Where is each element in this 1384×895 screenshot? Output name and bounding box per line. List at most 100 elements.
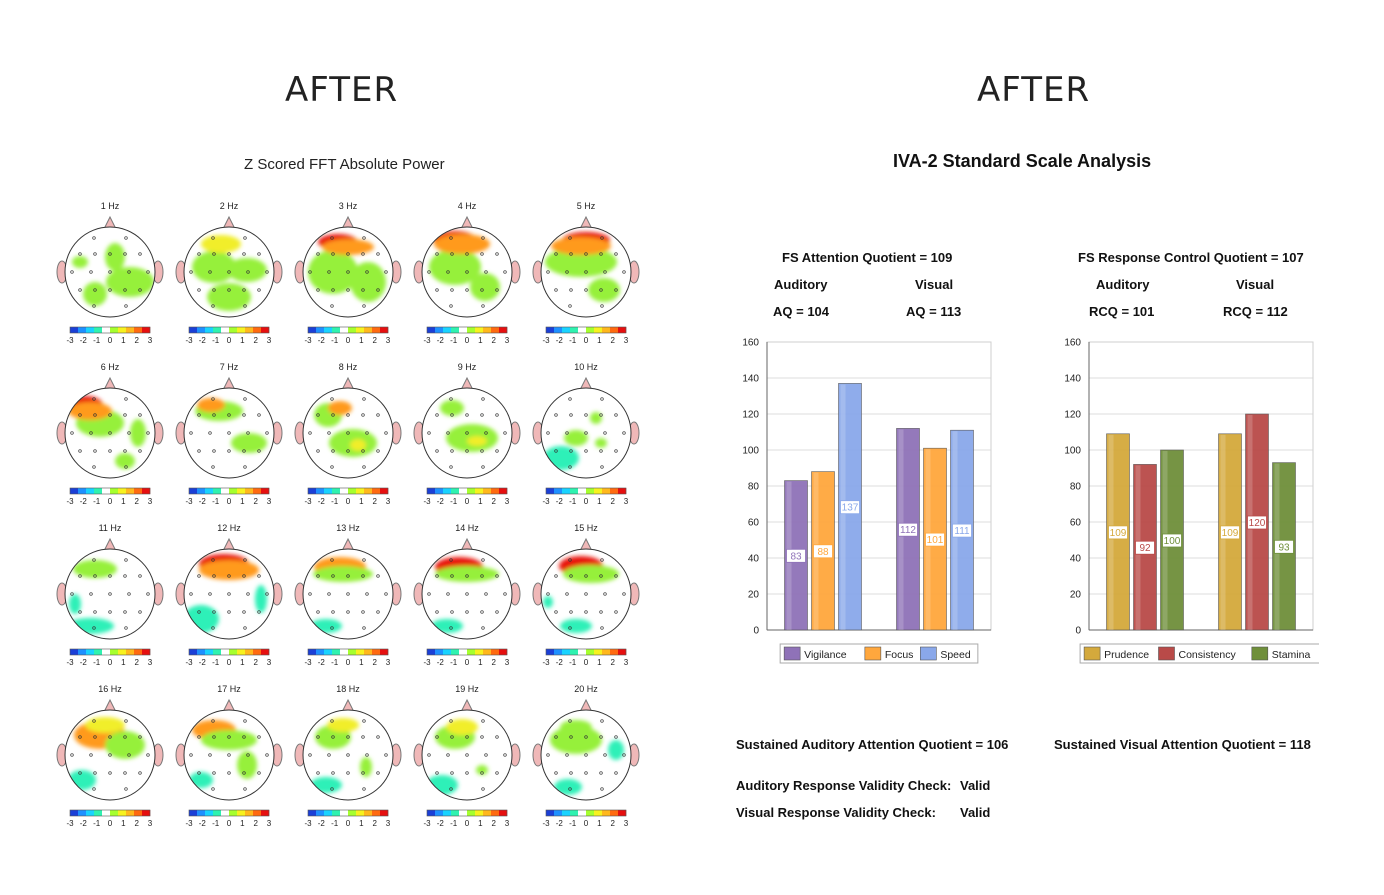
auditory-validity-label: Auditory Response Validity Check:	[736, 778, 952, 793]
scale-tick-label: 2	[610, 497, 615, 506]
legend-swatch	[1251, 646, 1269, 661]
data-label-box	[1135, 540, 1155, 555]
scale-swatch	[467, 649, 476, 655]
scale-swatch	[364, 327, 373, 333]
scale-swatch	[459, 327, 468, 333]
scale-tick-label: 0	[227, 819, 232, 828]
legend-label: Vigilance	[804, 649, 847, 661]
scale-tick-label: -1	[331, 658, 339, 667]
scale-swatch	[356, 649, 365, 655]
map-label: 10 Hz	[574, 362, 598, 372]
scale-tick-label: 1	[240, 497, 245, 506]
scale-tick-label: 1	[478, 497, 483, 506]
map-label: 9 Hz	[458, 362, 477, 372]
scale-tick-label: 3	[386, 336, 391, 345]
scale-tick-label: -3	[304, 658, 312, 667]
scale-swatch	[554, 810, 563, 816]
scale-swatch	[205, 327, 214, 333]
scale-swatch	[435, 488, 444, 494]
scale-swatch	[245, 649, 254, 655]
data-label-box	[840, 500, 860, 515]
scale-tick-label: 1	[359, 336, 364, 345]
y-tick-label: 0	[1075, 626, 1081, 637]
scale-swatch	[618, 649, 627, 655]
y-tick-label: 120	[742, 410, 759, 421]
attention-quotient: FS Attention Quotient = 109	[782, 250, 953, 265]
scale-tick-label: 2	[372, 336, 377, 345]
y-tick-label: 60	[1070, 518, 1082, 529]
scale-swatch	[610, 810, 619, 816]
scale-tick-label: 2	[253, 497, 258, 506]
scale-tick-label: 3	[267, 497, 272, 506]
scale-swatch	[237, 327, 246, 333]
scale-swatch	[356, 327, 365, 333]
y-tick-label: 160	[742, 338, 759, 349]
scale-swatch	[197, 327, 206, 333]
scale-tick-label: -1	[450, 819, 458, 828]
scale-swatch	[443, 810, 452, 816]
scale-tick-label: 2	[134, 819, 139, 828]
scale-swatch	[70, 488, 79, 494]
head-map	[175, 537, 283, 640]
scale-swatch	[618, 810, 627, 816]
scale-tick-label: 2	[491, 658, 496, 667]
data-label-box	[898, 522, 918, 537]
map-label: 20 Hz	[574, 684, 598, 694]
scale-swatch	[546, 327, 555, 333]
scale-tick-label: -1	[212, 497, 220, 506]
scale-swatch	[213, 327, 222, 333]
scale-tick-label: 2	[610, 819, 615, 828]
scale-tick-label: 0	[346, 336, 351, 345]
scale-tick-label: -1	[93, 336, 101, 345]
scale-swatch	[578, 488, 587, 494]
scale-tick-label: 2	[491, 336, 496, 345]
scale-swatch	[586, 810, 595, 816]
scale-swatch	[86, 488, 95, 494]
scale-swatch	[499, 327, 508, 333]
y-tick-label: 140	[742, 374, 759, 385]
scale-tick-label: 2	[610, 336, 615, 345]
head-map	[175, 376, 283, 479]
scale-swatch	[118, 327, 127, 333]
scale-tick-label: 1	[478, 819, 483, 828]
scale-swatch	[332, 810, 341, 816]
scale-swatch	[491, 810, 500, 816]
data-label: 100	[1164, 536, 1181, 547]
data-label: 83	[790, 551, 802, 562]
scale-tick-label: -1	[450, 658, 458, 667]
scale-swatch	[562, 488, 571, 494]
scale-swatch	[189, 488, 198, 494]
scale-tick-label: 0	[108, 658, 113, 667]
scale-swatch	[110, 810, 119, 816]
scale-tick-label: 0	[227, 497, 232, 506]
scale-swatch	[189, 649, 198, 655]
scale-swatch	[197, 810, 206, 816]
scale-tick-label: -1	[331, 819, 339, 828]
fft-head-maps: 1 Hz-3 -2 -1 0 1 2 32 Hz-3 -2 -1 0 1 2 33 Hz-3 -2 -1 0 1…	[56, 201, 640, 828]
auditory-validity-value: Valid	[960, 778, 991, 793]
scale-tick-label: -2	[556, 658, 564, 667]
scale-swatch	[205, 488, 214, 494]
scale-swatch	[459, 810, 468, 816]
scale-swatch	[554, 488, 563, 494]
scale-swatch	[578, 327, 587, 333]
scale-swatch	[483, 488, 492, 494]
scale-swatch	[443, 327, 452, 333]
scale-tick-label: -1	[93, 497, 101, 506]
visual-validity-value: Valid	[960, 805, 991, 820]
y-tick-label: 160	[1064, 338, 1081, 349]
data-label-box	[1247, 515, 1267, 530]
head-map	[294, 215, 402, 318]
scale-tick-label: 0	[346, 658, 351, 667]
scale-tick-label: 2	[253, 819, 258, 828]
scale-swatch	[86, 810, 95, 816]
scale-tick-label: -1	[93, 819, 101, 828]
scale-tick-label: -3	[304, 336, 312, 345]
scale-swatch	[586, 488, 595, 494]
scale-swatch	[316, 649, 325, 655]
data-label: 109	[1110, 528, 1127, 539]
scale-swatch	[253, 327, 262, 333]
scale-swatch	[253, 488, 262, 494]
scale-swatch	[134, 327, 143, 333]
scale-tick-label: 3	[386, 658, 391, 667]
